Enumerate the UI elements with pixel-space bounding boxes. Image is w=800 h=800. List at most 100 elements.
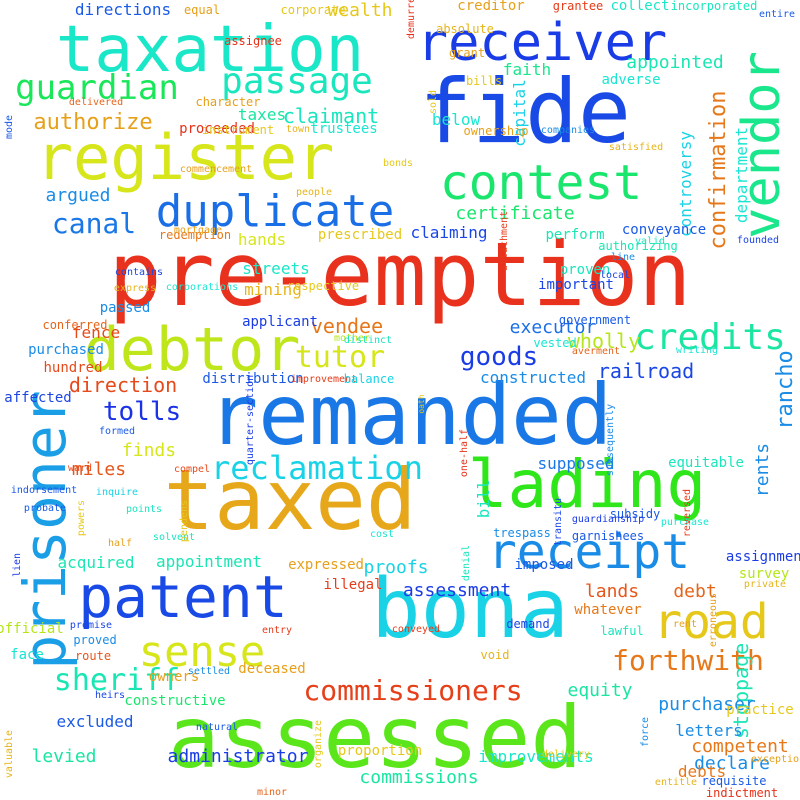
word-direction: direction xyxy=(68,373,178,397)
word-commissions: commissions xyxy=(359,767,479,788)
word-department: department xyxy=(732,126,751,224)
word-character: character xyxy=(195,95,261,109)
word-vendee: vendee xyxy=(310,314,384,338)
word-equity: equity xyxy=(567,680,633,701)
word-demand: demand xyxy=(506,617,550,631)
word-guardian: guardian xyxy=(15,68,179,108)
word-owners: owners xyxy=(148,669,200,685)
word-illegal: illegal xyxy=(323,577,383,593)
word-contest: contest xyxy=(439,155,643,211)
word-pre-emption: pre-emption xyxy=(108,223,692,326)
word-mother: mother xyxy=(333,333,371,344)
word-practice: practice xyxy=(726,702,794,718)
word-writing: writing xyxy=(675,345,719,356)
word-remanded: remanded xyxy=(207,366,613,464)
word-prescribed: prescribed xyxy=(317,227,403,243)
word-authorizing: authorizing xyxy=(598,239,678,253)
word-wealth: wealth xyxy=(327,0,393,21)
word-competent: competent xyxy=(691,736,789,757)
word-rancho: rancho xyxy=(773,350,798,430)
word-appointed: appointed xyxy=(626,52,724,73)
word-whatever: whatever xyxy=(574,602,642,618)
word-duplicate: duplicate xyxy=(155,186,395,237)
word-deceased: deceased xyxy=(238,661,306,677)
word-one-half: one-half xyxy=(459,428,470,478)
word-bills: bills xyxy=(465,74,503,88)
word-directions: directions xyxy=(74,0,172,19)
word-important: important xyxy=(538,277,614,293)
word-averment: averment xyxy=(571,346,621,357)
word-wholly: wholly xyxy=(567,329,641,353)
word-face: face xyxy=(10,647,44,663)
word-compel: compel xyxy=(173,464,211,475)
word-absolute: absolute xyxy=(436,22,494,36)
word-route: route xyxy=(74,649,112,663)
word-assignee: assignee xyxy=(224,34,282,48)
word-executor: executor xyxy=(509,317,597,338)
word-creditor: creditor xyxy=(457,0,525,14)
word-passage: passage xyxy=(221,61,373,102)
word-proved: proved xyxy=(73,633,117,647)
word-official: official xyxy=(0,621,64,637)
word-heirs: heirs xyxy=(94,690,126,701)
word-grant: grant xyxy=(448,46,486,60)
word-declare: declare xyxy=(694,753,770,774)
word-companies: companies xyxy=(540,125,596,136)
word-acquired: acquired xyxy=(57,553,135,572)
word-receiver: receiver xyxy=(416,13,668,73)
word-points: points xyxy=(125,504,163,515)
word-improvements: improvements xyxy=(478,747,594,766)
word-natural: natural xyxy=(195,722,239,733)
word-mining: mining xyxy=(244,280,302,299)
word-applicant: applicant xyxy=(242,314,318,330)
word-administrator: administrator xyxy=(167,746,309,767)
word-adverse: adverse xyxy=(601,72,661,88)
word-affected: affected xyxy=(4,390,72,406)
word-reversed: reversed xyxy=(682,488,693,538)
word-mode: mode xyxy=(4,114,15,140)
word-appointment: appointment xyxy=(156,552,262,571)
word-assessed: assessed xyxy=(167,688,583,788)
word-respective: respective xyxy=(286,279,360,293)
word-purchased: purchased xyxy=(28,342,104,358)
word-letters: letters xyxy=(675,721,743,740)
word-improvement: improvement xyxy=(290,374,358,385)
word-sold: sold xyxy=(428,89,439,115)
word-purchaser: purchaser xyxy=(658,694,756,715)
word-garnishees: garnishees xyxy=(571,529,645,543)
word-equitable: equitable xyxy=(668,455,744,471)
word-canal: canal xyxy=(51,207,137,240)
word-formed: formed xyxy=(98,426,136,437)
word-lands: lands xyxy=(584,581,640,602)
word-exceptions: exceptions xyxy=(750,754,800,765)
word-constructive: constructive xyxy=(124,693,226,709)
word-corporate: corporate xyxy=(280,3,346,17)
word-debtor: debtor xyxy=(83,315,301,385)
word-tutor: tutor xyxy=(294,340,386,375)
word-claimant: claimant xyxy=(282,104,380,128)
word-fence: fence xyxy=(71,323,121,342)
word-claiming: claiming xyxy=(410,223,488,242)
word-collect: collect xyxy=(610,0,670,14)
word-promise: promise xyxy=(69,620,113,631)
word-fide: fide xyxy=(419,60,631,163)
word-expressed: expressed xyxy=(288,557,364,573)
word-certificate: certificate xyxy=(455,203,575,224)
word-ownership: ownership xyxy=(463,124,529,138)
word-authorize: authorize xyxy=(33,110,153,135)
word-purchase: purchase xyxy=(660,517,710,528)
word-vested: vested xyxy=(533,336,577,350)
word-forthwith: forthwith xyxy=(612,644,764,677)
word-patent: patent xyxy=(78,563,288,631)
word-levied: levied xyxy=(31,746,97,767)
word-delivery: delivery xyxy=(541,749,591,760)
word-conveyance: conveyance xyxy=(621,222,707,238)
word-subsequently: subsequently xyxy=(605,403,616,477)
word-passed: passed xyxy=(99,300,151,316)
word-perform: perform xyxy=(545,227,605,243)
word-finds: finds xyxy=(121,440,177,461)
word-hundred: hundred xyxy=(43,360,103,376)
word-private: private xyxy=(743,579,787,590)
word-trustees: trustees xyxy=(310,121,378,137)
word-settled: settled xyxy=(187,666,231,677)
